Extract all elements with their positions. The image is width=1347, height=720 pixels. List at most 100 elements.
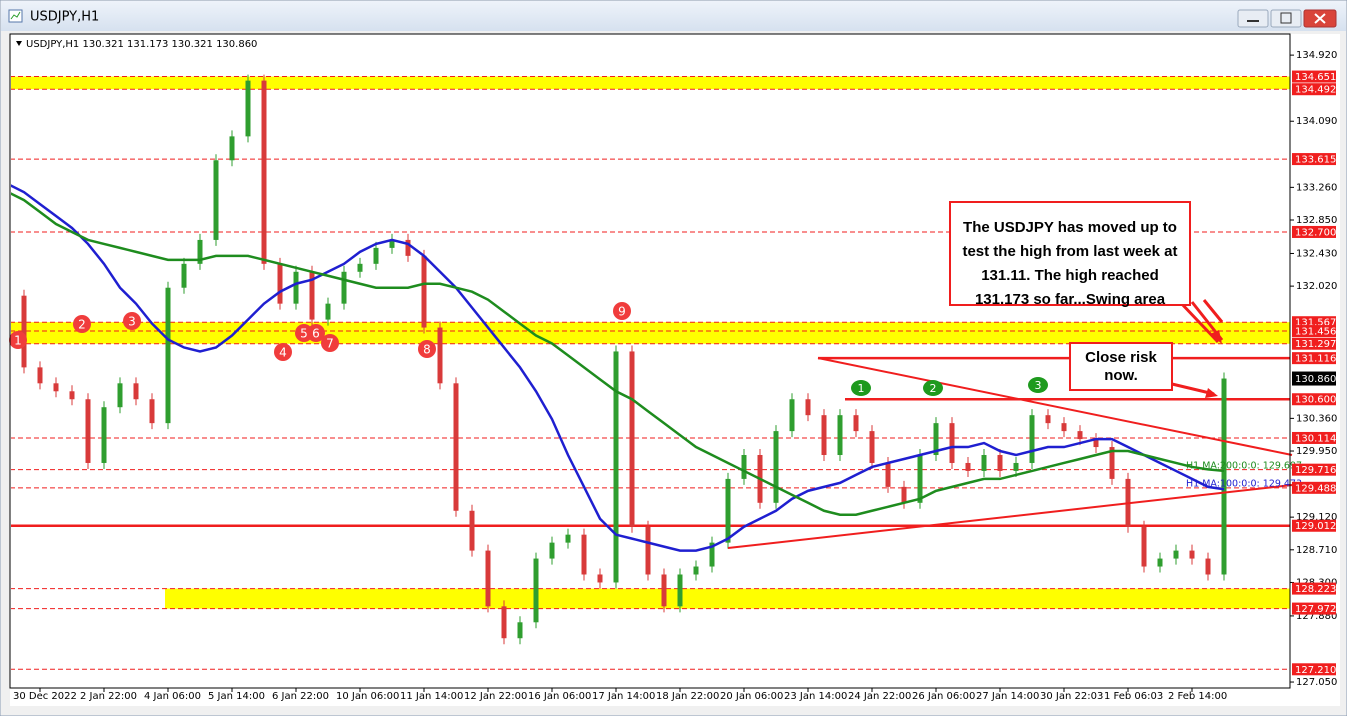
- candle-body: [149, 399, 155, 424]
- candle-body: [309, 271, 315, 320]
- x-tick-label: 11 Jan 14:00: [400, 691, 463, 702]
- candle-body: [1173, 550, 1179, 559]
- candle-body: [165, 287, 171, 424]
- annotation-text: The USDJPY has moved up to: [963, 219, 1177, 236]
- candle-body: [549, 542, 555, 559]
- candle-body: [789, 399, 795, 432]
- x-tick-label: 18 Jan 22:00: [656, 691, 719, 702]
- candle-body: [85, 399, 91, 463]
- candle-body: [1061, 423, 1067, 432]
- swing-marker: [73, 315, 91, 333]
- level-label: 131.297: [1295, 339, 1336, 350]
- candle-body: [69, 391, 75, 400]
- candle-body: [405, 239, 411, 256]
- annotation-box: [949, 201, 1191, 306]
- x-tick-label: 17 Jan 14:00: [592, 691, 655, 702]
- swing-marker-label: 3: [128, 315, 136, 329]
- candle-body: [773, 431, 779, 503]
- candle-body: [949, 423, 955, 463]
- candle-body: [741, 455, 747, 479]
- candle-body: [629, 351, 635, 527]
- window-buttons[interactable]: [1237, 9, 1337, 28]
- y-tick-label: 127.050: [1296, 677, 1337, 688]
- band: [11, 76, 1290, 90]
- y-tick-label: 130.360: [1296, 413, 1337, 424]
- candle-body: [501, 606, 507, 639]
- trendline-up: [727, 484, 1293, 549]
- candle-body: [389, 239, 395, 248]
- swing-marker-label: 2: [78, 318, 86, 332]
- x-tick-label: 23 Jan 14:00: [784, 691, 847, 702]
- y-tick-label: 132.020: [1296, 281, 1337, 292]
- level-label-box: [1292, 431, 1336, 444]
- candle-body: [933, 423, 939, 456]
- ma-label: H1 MA:100:0:0: 129.473: [1186, 479, 1302, 490]
- swing-marker-label: 4: [279, 346, 287, 360]
- level-label: 131.116: [1295, 354, 1336, 365]
- level-label: 130.600: [1295, 395, 1336, 406]
- swing-marker: [321, 334, 339, 352]
- candle-body: [117, 383, 123, 408]
- y-tick-label: 133.260: [1296, 182, 1337, 193]
- band: [165, 588, 1290, 609]
- level-label: 131.567: [1295, 318, 1336, 329]
- x-tick-label: 20 Jan 06:00: [720, 691, 783, 702]
- y-tick-label: 134.920: [1296, 50, 1337, 61]
- swing-marker: [923, 380, 943, 396]
- x-tick-label: 1 Feb 06:03: [1104, 691, 1163, 702]
- swing-marker: [123, 312, 141, 330]
- x-tick-label: 5 Jan 14:00: [208, 691, 265, 702]
- candle-body: [1189, 550, 1195, 559]
- candle-body: [581, 534, 587, 575]
- level-label: 129.716: [1295, 465, 1336, 476]
- level-label-box: [1292, 337, 1336, 350]
- candle-body: [821, 415, 827, 456]
- level-label: 127.972: [1295, 604, 1336, 615]
- x-tick-label: 26 Jan 06:00: [912, 691, 975, 702]
- candle-body: [885, 462, 891, 487]
- swing-marker-label: 8: [423, 343, 431, 357]
- y-tick-label: 128.710: [1296, 545, 1337, 556]
- swing-marker: [851, 380, 871, 396]
- x-tick-label: 10 Jan 06:00: [336, 691, 399, 702]
- y-tick-label: 132.850: [1296, 215, 1337, 226]
- info-triangle: [16, 41, 22, 46]
- candle-body: [661, 574, 667, 607]
- candle-body: [1045, 415, 1051, 424]
- trendline-down: [817, 357, 1293, 456]
- moving-average: [11, 192, 1225, 517]
- candle-body: [565, 534, 571, 543]
- current-price-box: [1292, 371, 1336, 386]
- annotation-text: 131.11. The high reached: [981, 267, 1159, 284]
- level-label-box: [1292, 393, 1336, 406]
- candle-body: [421, 255, 427, 328]
- moving-average: [11, 184, 1225, 552]
- close-icon: [1314, 13, 1326, 24]
- candle-body: [1029, 415, 1035, 463]
- arrowhead: [1205, 388, 1218, 398]
- swing-marker-label: 1: [858, 382, 865, 395]
- level-label-box: [1292, 225, 1336, 238]
- swing-marker-label: 7: [326, 337, 334, 351]
- y-tick-label: 129.950: [1296, 446, 1337, 457]
- swing-marker-label: 9: [618, 305, 626, 319]
- y-tick-label: 127.880: [1296, 611, 1337, 622]
- x-tick-label: 6 Jan 22:00: [272, 691, 329, 702]
- candle-body: [997, 455, 1003, 471]
- swing-marker: [1028, 377, 1048, 393]
- level-label-box: [1292, 481, 1336, 494]
- level-label-box: [1292, 83, 1336, 96]
- candle-body: [373, 247, 379, 264]
- band: [11, 322, 1290, 344]
- swing-marker: [418, 340, 436, 358]
- plot-frame: [9, 33, 1291, 689]
- maximize-button[interactable]: [1270, 9, 1302, 28]
- annotation-box: [1069, 342, 1173, 391]
- level-label: 127.210: [1295, 665, 1336, 676]
- level-label-box: [1292, 153, 1336, 166]
- x-tick-label: 2 Jan 22:00: [80, 691, 137, 702]
- swing-marker-label: 1: [14, 334, 22, 348]
- minimize-button[interactable]: [1237, 9, 1269, 28]
- x-tick-label: 30 Dec 2022: [13, 691, 77, 702]
